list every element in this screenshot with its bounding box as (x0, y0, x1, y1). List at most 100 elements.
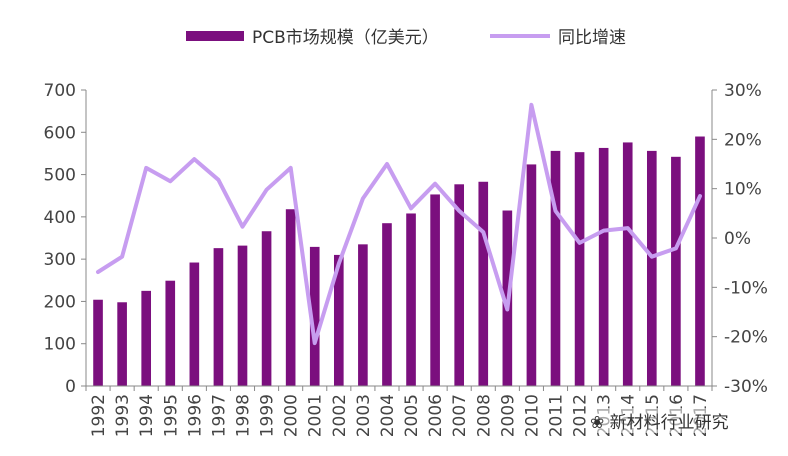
bar (671, 156, 681, 386)
line-point (216, 178, 220, 182)
line-point (698, 194, 702, 198)
x-tick-label: 2005 (402, 394, 422, 437)
x-tick-label: 2008 (474, 394, 494, 437)
bar (478, 181, 489, 386)
x-tick-label: 1998 (234, 394, 254, 437)
x-tick-label: 2003 (354, 394, 374, 437)
right-tick-label: -30% (724, 377, 768, 397)
left-tick-label: 500 (44, 166, 76, 186)
bar (213, 248, 224, 386)
right-tick-label: 30% (724, 81, 762, 101)
bar (406, 213, 416, 386)
bar (309, 246, 320, 386)
bar (117, 302, 127, 386)
line-point (120, 255, 124, 259)
line-point (361, 197, 365, 201)
line-point (241, 225, 244, 229)
right-tick-label: 10% (724, 180, 762, 200)
x-tick-label: 2007 (450, 394, 470, 437)
line-point (674, 246, 678, 250)
line-point (457, 209, 461, 213)
bar (550, 150, 561, 386)
bar (165, 280, 176, 386)
left-tick-label: 700 (44, 81, 76, 101)
left-tick-label: 100 (44, 335, 76, 355)
line-point (289, 166, 293, 170)
bar (189, 262, 200, 386)
x-tick-label: 2010 (522, 394, 542, 437)
bar (454, 184, 465, 386)
x-tick-label: 1996 (185, 394, 205, 437)
line-point (96, 270, 100, 274)
left-tick-label: 200 (44, 292, 76, 312)
left-tick-label: 600 (44, 123, 76, 143)
bar (526, 164, 537, 386)
legend: PCB市场规模（亿美元） 同比增速 (186, 28, 626, 48)
line-point (626, 226, 630, 230)
line-series (96, 102, 702, 346)
bar-series (93, 136, 705, 386)
left-y-axis: 0 100 200 300 400 500 600 700 (44, 81, 87, 397)
right-tick-label: 0% (724, 229, 751, 249)
x-tick-label: 1994 (137, 394, 157, 437)
left-tick-label: 0 (65, 377, 76, 397)
line-point (409, 206, 413, 210)
bar (285, 209, 296, 386)
line-point (505, 308, 509, 312)
bar (333, 254, 344, 386)
line-point (554, 209, 557, 213)
x-tick-label: 2000 (282, 394, 302, 437)
x-tick-label: 2001 (306, 394, 326, 437)
watermark-label: ❀ 新材料行业研究 (586, 408, 733, 433)
bar (237, 245, 248, 386)
watermark-text: 新材料行业研究 (609, 413, 729, 433)
bar (574, 152, 585, 386)
growth-line (96, 102, 702, 346)
x-tick-label: 1999 (258, 394, 278, 437)
bar (430, 194, 440, 386)
bar (93, 299, 103, 386)
x-tick-label: 1997 (209, 394, 229, 437)
x-tick-label: 2009 (498, 394, 518, 437)
right-tick-label: -10% (724, 278, 768, 298)
right-y-axis: -30% -20% -10% 0% 10% 20% 30% (711, 81, 768, 397)
right-tick-label: -20% (724, 328, 768, 348)
left-tick-label: 300 (44, 250, 76, 270)
line-point (529, 103, 533, 107)
line-point (433, 182, 437, 186)
wechat-icon: ❀ (590, 413, 610, 433)
line-point (385, 162, 389, 166)
line-point (602, 229, 606, 233)
x-tick-label: 1995 (161, 394, 181, 437)
x-tick-label: 1993 (113, 394, 133, 437)
line-point (313, 341, 317, 345)
bar (646, 150, 657, 386)
bar (695, 136, 705, 386)
bar (261, 231, 272, 386)
line-point (265, 188, 269, 192)
line-point (650, 255, 654, 259)
legend-label-bar: PCB市场规模（亿美元） (252, 28, 439, 48)
x-tick-label: 2002 (330, 394, 350, 437)
legend-swatch-bar (186, 31, 244, 41)
x-tick-label: 2012 (571, 394, 591, 437)
bar (382, 223, 392, 386)
line-point (481, 230, 485, 234)
left-tick-label: 400 (44, 208, 76, 228)
x-tick-label: 1992 (89, 394, 109, 437)
line-point (578, 241, 582, 245)
line-point (144, 166, 148, 170)
line-point (337, 262, 341, 266)
line-point (168, 179, 172, 183)
legend-label-line: 同比增速 (558, 28, 626, 48)
x-tick-label: 2004 (378, 394, 398, 437)
bar (622, 142, 633, 386)
x-tick-label: 2011 (547, 394, 567, 437)
bar (141, 290, 152, 386)
x-tick-label: 2006 (426, 394, 446, 437)
line-point (192, 157, 196, 161)
bar (598, 147, 609, 386)
right-tick-label: 20% (724, 130, 762, 150)
